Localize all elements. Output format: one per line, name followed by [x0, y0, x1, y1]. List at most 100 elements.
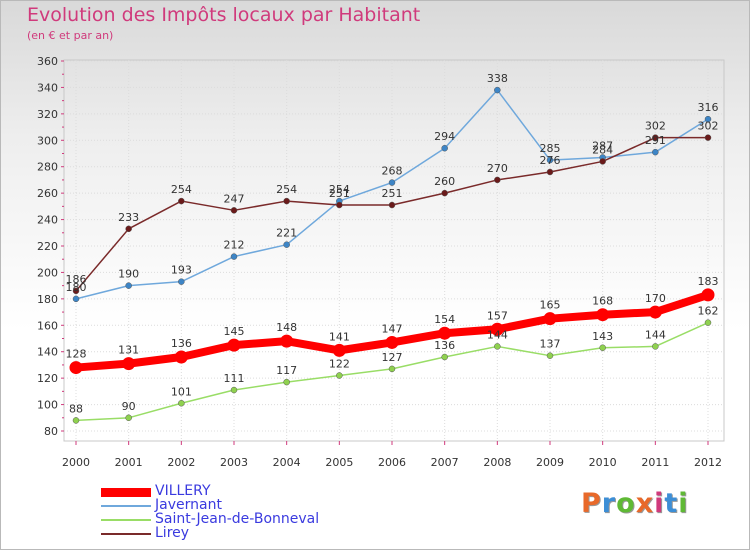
y-tick-label: 260	[37, 187, 58, 200]
data-point	[599, 344, 606, 351]
data-label: 254	[171, 183, 192, 196]
data-point	[704, 134, 712, 141]
data-label: 154	[434, 313, 455, 326]
y-tick-label: 280	[37, 161, 58, 174]
data-point	[652, 343, 659, 350]
data-point	[72, 295, 80, 303]
data-label: 157	[487, 309, 508, 322]
data-label: 128	[66, 348, 87, 361]
x-tick-label: 2009	[536, 456, 564, 469]
axes: 80 100 120 140 160 180 200 220 240 260 280 300 320 34…	[37, 55, 722, 469]
data-point	[178, 400, 185, 407]
legend-label-lirey: Lirey	[155, 525, 190, 541]
data-label: 254	[329, 183, 350, 196]
data-label: 294	[434, 130, 455, 143]
data-point	[546, 352, 554, 359]
data-point	[652, 148, 659, 156]
y-tick-label: 320	[37, 108, 58, 121]
plot-area	[63, 59, 725, 442]
data-label: 117	[276, 364, 297, 377]
data-label: 148	[276, 321, 297, 334]
x-tick-label: 2005	[325, 456, 353, 469]
data-point	[543, 312, 557, 326]
y-tick-label: 180	[37, 293, 58, 306]
data-point	[178, 197, 185, 205]
data-point	[441, 353, 448, 361]
data-label: 270	[487, 162, 508, 175]
data-label: 136	[171, 337, 192, 350]
data-label: 165	[540, 299, 561, 312]
data-point	[174, 350, 188, 364]
data-point	[125, 225, 132, 233]
data-labels: 180 190 193 212 221 254 268 294 338 285 287 291 316 1…	[66, 72, 719, 415]
data-point	[701, 288, 715, 302]
data-label: 212	[224, 239, 245, 252]
data-point	[230, 207, 238, 214]
data-label: 122	[329, 358, 350, 371]
data-label: 338	[487, 72, 508, 85]
data-label: 221	[276, 227, 297, 240]
data-point	[648, 305, 662, 319]
legend-swatch-saint-jean	[101, 519, 151, 521]
data-label: 190	[118, 268, 139, 281]
x-tick-label: 2012	[694, 456, 722, 469]
data-point	[494, 343, 501, 350]
data-point	[490, 322, 504, 336]
data-label: 287	[592, 139, 613, 152]
data-label: 88	[69, 402, 83, 415]
data-point	[494, 176, 501, 184]
logo-letter: i	[654, 488, 665, 519]
data-label: 316	[698, 101, 719, 114]
data-point	[178, 278, 185, 285]
x-tick-label: 2000	[62, 456, 90, 469]
x-tick-label: 2008	[483, 456, 511, 469]
data-point	[283, 241, 290, 248]
data-point	[72, 287, 80, 295]
data-point	[72, 417, 80, 424]
data-label: 284	[592, 143, 613, 156]
data-point	[704, 115, 712, 123]
data-point	[280, 334, 294, 348]
logo-letter: r	[601, 488, 617, 519]
logo-letter: t	[664, 488, 679, 519]
data-label: 193	[171, 264, 192, 277]
x-tick-label: 2010	[589, 456, 617, 469]
data-point	[704, 319, 712, 326]
x-tick-label: 2011	[641, 456, 669, 469]
data-label: 101	[171, 385, 192, 398]
y-tick-label: 80	[44, 425, 58, 438]
x-tick-label: 2003	[220, 456, 248, 469]
y-tick-label: 360	[37, 55, 58, 68]
x-tick-label: 2002	[167, 456, 195, 469]
data-point	[441, 189, 448, 197]
logo-letter: P	[581, 488, 602, 519]
chart-subtitle: (en € et par an)	[27, 29, 114, 42]
data-point	[596, 308, 610, 322]
y-tick-label: 340	[37, 81, 58, 94]
data-label: 168	[592, 295, 613, 308]
data-label: 111	[224, 372, 245, 385]
logo-letter: o	[616, 488, 636, 519]
data-point	[388, 179, 396, 186]
data-label: 302	[645, 120, 666, 133]
y-tick-label: 240	[37, 214, 58, 227]
y-tick-label: 220	[37, 240, 58, 253]
data-point	[125, 414, 132, 422]
data-label: 137	[540, 338, 561, 351]
data-point	[336, 201, 343, 209]
legend-label-saint-jean: Saint-Jean-de-Bonneval	[155, 511, 320, 527]
data-label: 147	[382, 322, 403, 335]
chart-title: Evolution des Impôts locaux par Habitant	[27, 4, 421, 26]
legend-swatch-javernant	[101, 505, 151, 507]
y-tick-label: 100	[37, 399, 58, 412]
data-point	[599, 158, 606, 165]
data-label: 144	[487, 328, 508, 341]
y-tick-label: 200	[37, 266, 58, 279]
data-point	[122, 357, 136, 371]
data-point	[227, 338, 241, 352]
x-tick-label: 2007	[431, 456, 459, 469]
data-point	[283, 378, 290, 386]
data-point	[494, 86, 501, 94]
legend-label-javernant: Javernant	[155, 497, 222, 513]
